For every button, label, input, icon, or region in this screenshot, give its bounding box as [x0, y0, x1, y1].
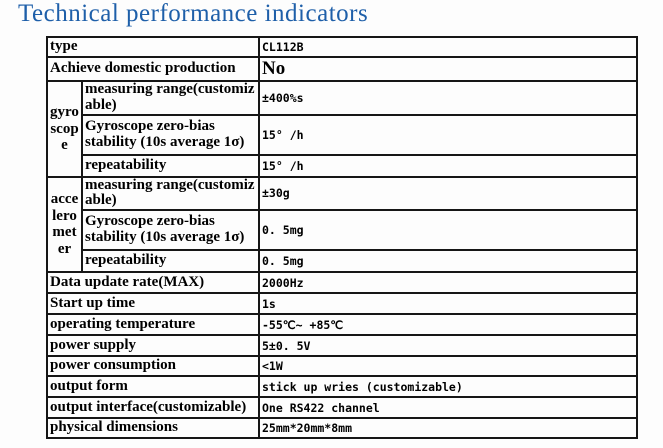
row-value: 25mm*20mm*8mm — [258, 417, 638, 439]
row-label: output form — [46, 375, 260, 398]
table-row: gyroscope measuring range(customizable) … — [46, 80, 638, 178]
row-value: 2000Hz — [258, 271, 638, 294]
row-label: Gyroscope zero-bias stability (10s avera… — [81, 113, 260, 156]
row-label: power supply — [46, 334, 260, 357]
row-value: 5±0. 5V — [258, 334, 638, 357]
table-row: repeatability 0. 5mg — [47, 249, 638, 273]
row-value: ±400%s — [258, 80, 638, 116]
spec-table: type CL112B Achieve domestic production … — [46, 36, 638, 439]
table-row: Gyroscope zero-bias stability (10s avera… — [47, 209, 638, 251]
row-label: Start up time — [46, 292, 260, 315]
row-label: type — [46, 36, 260, 58]
row-label: Achieve domestic production — [46, 56, 260, 82]
row-value: <1W — [258, 355, 638, 377]
row-label: operating temperature — [46, 313, 260, 336]
row-label: Data update rate(MAX) — [46, 271, 260, 294]
page-title: Technical performance indicators — [18, 0, 369, 27]
row-value: 0. 5mg — [258, 209, 638, 251]
group-label-accelerometer: accelerometer — [46, 175, 83, 273]
row-value: -55℃~ +85℃ — [258, 313, 638, 336]
row-label: Gyroscope zero-bias stability (10s avera… — [81, 209, 260, 251]
row-value: stick up wries (customizable) — [258, 375, 638, 398]
row-label: repeatability — [81, 249, 260, 273]
row-value: CL112B — [258, 36, 638, 58]
row-value: No — [258, 56, 638, 82]
row-label: repeatability — [81, 153, 260, 178]
row-value: One RS422 channel — [258, 396, 638, 419]
row-label: output interface(customizable) — [46, 396, 260, 419]
table-row: Gyroscope zero-bias stability (10s avera… — [47, 113, 638, 156]
row-value: 0. 5mg — [258, 249, 638, 273]
table-row: type CL112B — [46, 36, 638, 58]
row-label: power consumption — [46, 355, 260, 377]
table-row: output form stick up wries (customizable… — [46, 375, 638, 398]
row-label: physical dimensions — [46, 417, 260, 439]
group-label-gyroscope: gyroscope — [46, 80, 83, 178]
row-value: 15° /h — [258, 153, 638, 178]
table-row: Data update rate(MAX) 2000Hz — [46, 271, 638, 294]
table-row: accelerometer measuring range(customizab… — [46, 175, 638, 273]
row-label: measuring range(customizable) — [81, 80, 260, 116]
row-label: measuring range(customizable) — [81, 175, 260, 211]
table-row: physical dimensions 25mm*20mm*8mm — [46, 417, 638, 439]
table-row: repeatability 15° /h — [47, 153, 638, 178]
row-value: ±30g — [258, 175, 638, 211]
table-row: operating temperature -55℃~ +85℃ — [46, 313, 638, 336]
table-row: Start up time 1s — [46, 292, 638, 315]
table-row: power consumption <1W — [46, 355, 638, 377]
row-value: 1s — [258, 292, 638, 315]
row-value: 15° /h — [258, 113, 638, 156]
table-row: Achieve domestic production No — [46, 56, 638, 82]
table-row: output interface(customizable) One RS422… — [46, 396, 638, 419]
table-row: power supply 5±0. 5V — [46, 334, 638, 357]
